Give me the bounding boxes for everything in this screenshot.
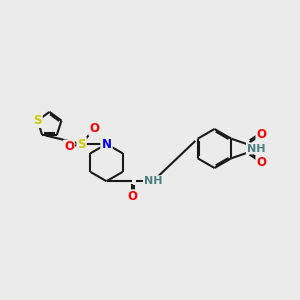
Text: NH: NH: [144, 176, 162, 186]
Text: O: O: [256, 156, 266, 169]
Text: O: O: [127, 190, 137, 203]
Text: O: O: [64, 140, 74, 154]
Text: O: O: [89, 122, 99, 135]
Text: O: O: [256, 128, 266, 141]
Text: N: N: [101, 137, 112, 151]
Text: S: S: [77, 137, 86, 151]
Text: NH: NH: [247, 143, 265, 154]
Text: N: N: [101, 137, 112, 151]
Text: S: S: [33, 114, 42, 127]
